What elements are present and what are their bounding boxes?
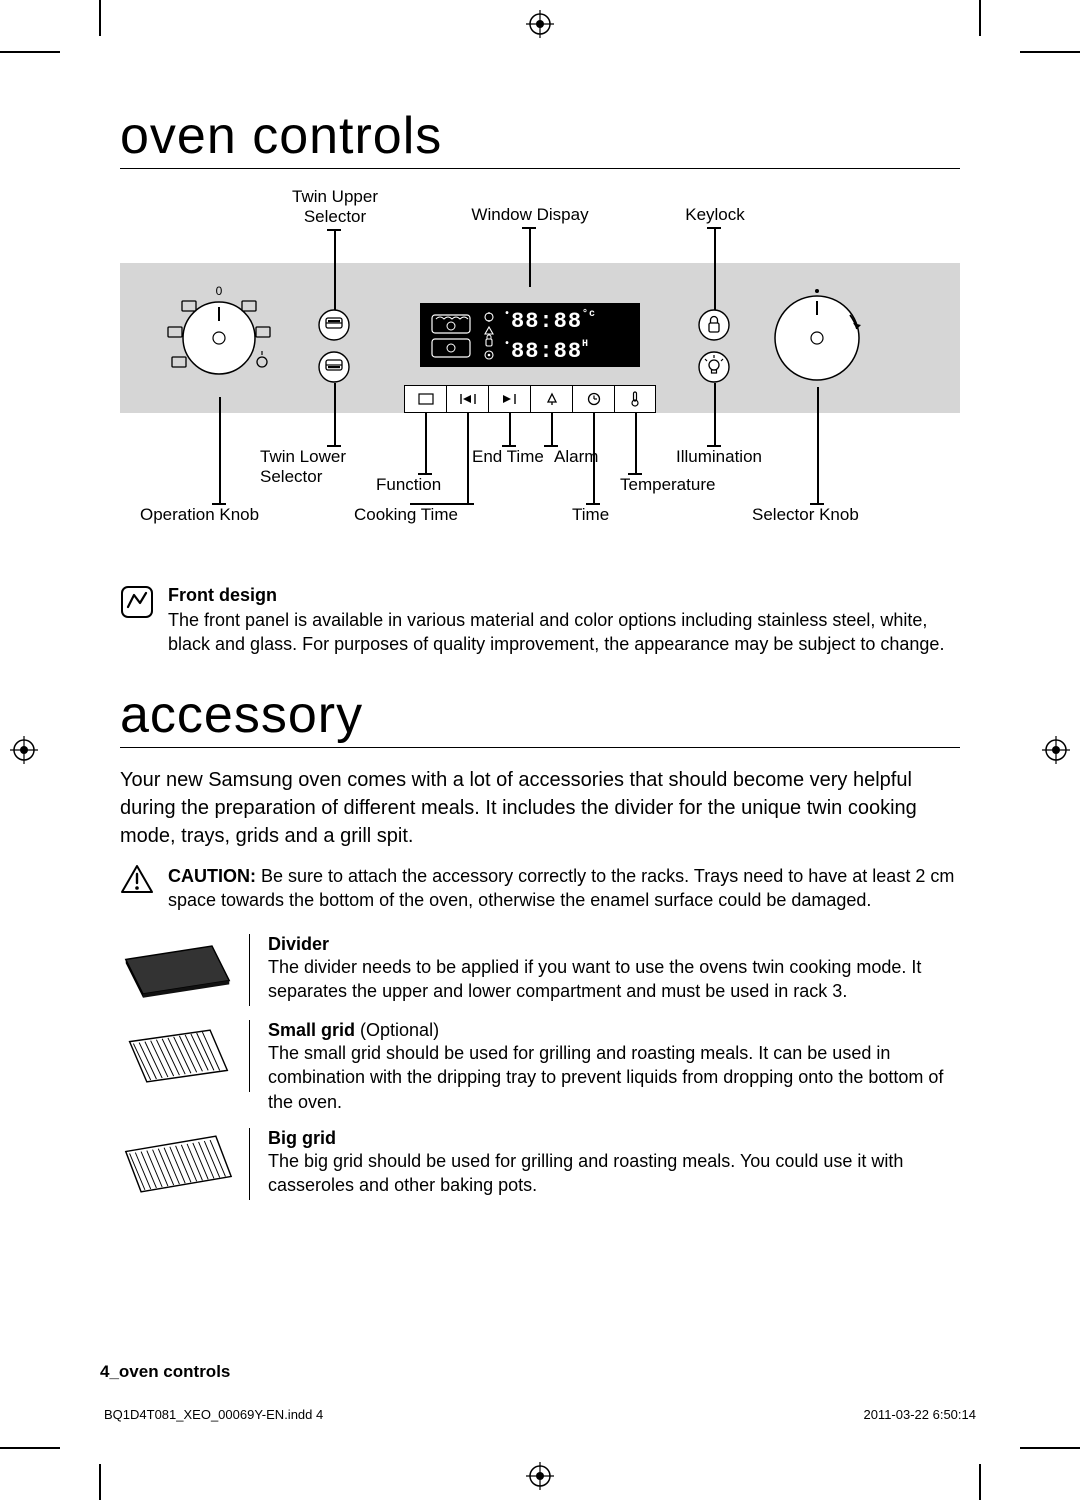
crop-bl-h	[0, 1447, 60, 1449]
footer-meta: BQ1D4T081_XEO_00069Y-EN.indd 4 2011-03-2…	[100, 1407, 980, 1422]
label-operation-knob: Operation Knob	[140, 505, 290, 525]
accessory-desc-1: The small grid should be used for grilli…	[268, 1041, 960, 1114]
accessory-title-2: Big grid	[268, 1128, 336, 1148]
crop-tl-v	[99, 0, 101, 36]
accessory-desc-0: The divider needs to be applied if you w…	[268, 955, 960, 1004]
label-selector-knob: Selector Knob	[752, 505, 892, 525]
accessory-title-0: Divider	[268, 934, 329, 954]
operation-knob: 0	[154, 273, 284, 403]
label-keylock: Keylock	[675, 205, 755, 225]
front-design-note: Front design The front panel is availabl…	[120, 585, 960, 657]
crop-tr-h	[1020, 51, 1080, 53]
label-end-time: End Time	[472, 447, 552, 467]
crop-bl-v	[99, 1464, 101, 1500]
big-grid-thumb	[120, 1128, 250, 1200]
crop-tr-v	[979, 0, 981, 36]
window-display: •88:88°c •88:88H	[420, 303, 640, 367]
twin-lower-selector-button	[316, 349, 352, 385]
display-bottom-value: 88:88	[511, 339, 582, 364]
function-button	[404, 385, 446, 413]
accessory-small-grid: Small grid (Optional) The small grid sho…	[120, 1020, 960, 1114]
accessory-intro: Your new Samsung oven comes with a lot o…	[120, 766, 960, 850]
label-window-display: Window Dispay	[460, 205, 600, 225]
footer-indd-datetime: 2011-03-22 6:50:14	[863, 1407, 976, 1422]
small-grid-thumb	[120, 1020, 250, 1092]
accessory-divider: Divider The divider needs to be applied …	[120, 934, 960, 1006]
label-temperature: Temperature	[620, 475, 740, 495]
function-button-row	[404, 385, 656, 413]
caution-label: CAUTION:	[168, 866, 256, 886]
registration-mark-bottom	[526, 1462, 554, 1490]
note-icon	[120, 585, 154, 619]
crop-tl-h	[0, 51, 60, 53]
footer-page-label: 4_oven controls	[100, 1362, 230, 1382]
keylock-button	[696, 307, 732, 343]
display-top-value: 88:88	[511, 309, 582, 334]
label-function: Function	[376, 475, 466, 495]
registration-mark-right	[1042, 736, 1070, 764]
illumination-button	[696, 349, 732, 385]
selector-knob	[762, 283, 872, 393]
label-illumination: Illumination	[676, 447, 786, 467]
oven-controls-diagram: Twin Upper Selector Window Dispay Keyloc…	[120, 187, 960, 567]
label-alarm: Alarm	[554, 447, 614, 467]
cooking-time-button	[446, 385, 488, 413]
label-twin-upper-selector: Twin Upper Selector	[275, 187, 395, 228]
section-title-accessory: accessory	[120, 685, 960, 748]
accessory-title-1: Small grid	[268, 1020, 355, 1040]
alarm-button	[530, 385, 572, 413]
front-design-title: Front design	[168, 585, 960, 606]
svg-text:0: 0	[216, 284, 223, 298]
accessory-desc-2: The big grid should be used for grilling…	[268, 1149, 960, 1198]
caution-block: CAUTION: Be sure to attach the accessory…	[120, 864, 960, 913]
divider-thumb	[120, 934, 250, 1006]
footer-indd-name: BQ1D4T081_XEO_00069Y-EN.indd 4	[104, 1407, 323, 1422]
crop-br-h	[1020, 1447, 1080, 1449]
front-design-text: The front panel is available in various …	[168, 608, 960, 657]
accessory-note-1: (Optional)	[355, 1020, 439, 1040]
label-cooking-time: Cooking Time	[354, 505, 484, 525]
caution-icon	[120, 864, 154, 894]
section-title-oven-controls: oven controls	[120, 106, 960, 169]
temperature-button	[614, 385, 656, 413]
twin-upper-selector-button	[316, 307, 352, 343]
label-twin-lower-selector: Twin Lower Selector	[260, 447, 370, 488]
registration-mark-left	[10, 736, 38, 764]
caution-text: Be sure to attach the accessory correctl…	[168, 866, 954, 910]
label-time: Time	[572, 505, 632, 525]
accessory-big-grid: Big grid The big grid should be used for…	[120, 1128, 960, 1200]
end-time-button	[488, 385, 530, 413]
page-frame: oven controls Twin Upper Selector Window…	[100, 50, 980, 1430]
crop-br-v	[979, 1464, 981, 1500]
registration-mark-top	[526, 10, 554, 38]
time-button	[572, 385, 614, 413]
